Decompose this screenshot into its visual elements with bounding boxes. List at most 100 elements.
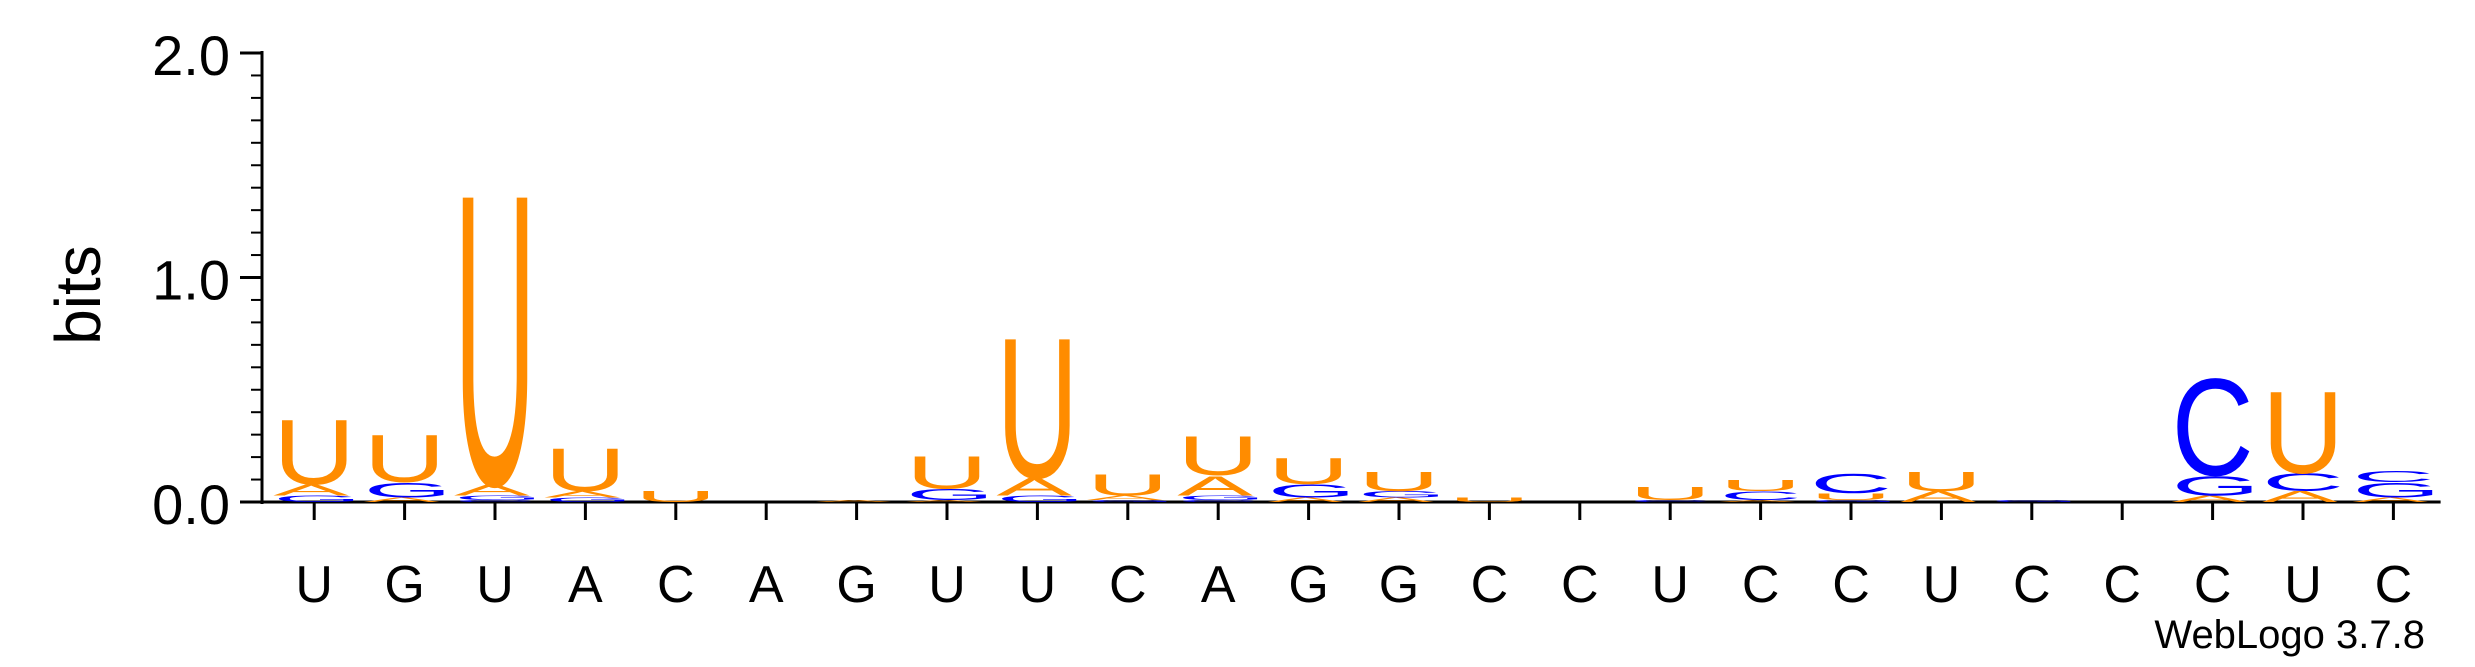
logo-glyph-G: G [996, 494, 1084, 504]
logo-glyph-U: U [1268, 451, 1350, 492]
logo-glyph-group: C [1810, 468, 1892, 499]
logo-glyph-group: G [1177, 494, 1265, 501]
credit-text: WebLogo 3.7.8 [2154, 613, 2425, 657]
logo-glyph-group: U [996, 296, 1078, 520]
logo-glyph-group: G [1087, 499, 1175, 502]
logo-glyph-U: U [1810, 491, 1892, 501]
x-tick-label: U [1651, 556, 1689, 614]
logo-glyph-group: U [1900, 466, 1982, 497]
logo-glyph-group: U [364, 420, 446, 496]
x-tick-label: G [1379, 556, 1419, 614]
logo-glyph-group: U [454, 107, 536, 572]
logo-glyph-group: A [1087, 494, 1163, 501]
logo-glyph-group: A [364, 496, 440, 503]
logo-glyph-group: U [1720, 477, 1802, 494]
logo-glyph-group: G [1358, 489, 1446, 499]
logo-glyph-A: A [1268, 496, 1344, 503]
logo-glyph-A: A [454, 482, 530, 499]
logo-glyph-group: U [1358, 466, 1440, 497]
logo-glyph-U: U [454, 107, 536, 572]
logo-glyph-group: A [1177, 470, 1253, 501]
logo-glyph-G: G [454, 494, 542, 501]
logo-glyph-group: C [2262, 469, 2344, 496]
logo-glyph-group: A [2172, 494, 2248, 504]
x-tick-label: C [2194, 556, 2232, 614]
logo-glyph-group: G [1810, 499, 1898, 502]
logo-glyph-A: A [1358, 496, 1434, 503]
x-tick-label: U [476, 556, 514, 614]
logo-glyph-group: U [1448, 496, 1530, 503]
logo-glyph-U: U [1448, 496, 1530, 503]
logo-glyph-C: C [2172, 349, 2254, 504]
logo-glyph-group: U [1177, 425, 1259, 487]
logo-glyph-G: G [1177, 494, 1265, 501]
logo-glyph-C: C [454, 499, 536, 502]
logo-glyph-U: U [635, 488, 717, 505]
x-tick-label: U [1019, 556, 1057, 614]
logo-glyph-group: U [1268, 451, 1350, 492]
logo-glyph-group: G [544, 496, 632, 503]
logo-glyph-group: A [816, 499, 892, 502]
x-tick-label: U [1923, 556, 1961, 614]
x-tick-label: C [2375, 556, 2413, 614]
logo-glyph-U: U [1087, 467, 1169, 501]
logo-glyph-U: U [996, 296, 1078, 520]
logo-glyph-A: A [1177, 470, 1253, 501]
logo-glyph-G: G [906, 486, 994, 503]
logo-glyph-U: U [544, 435, 626, 504]
logo-glyph-group: G [2352, 478, 2440, 502]
logo-glyph-group: G [906, 486, 994, 503]
logo-glyph-U: U [1177, 425, 1259, 487]
logo-glyph-group: A [1720, 499, 1796, 502]
logo-glyph-group: U [273, 400, 355, 504]
logo-glyph-U: U [1358, 466, 1440, 497]
logo-glyph-G: G [273, 494, 361, 504]
x-tick-label: C [1832, 556, 1870, 614]
logo-glyph-A: A [2262, 488, 2338, 505]
logo-glyph-A: A [544, 489, 620, 499]
logo-glyph-group: G [1268, 481, 1356, 502]
logo-glyph-A: A [1900, 488, 1976, 505]
y-tick-label: 2.0 [152, 24, 230, 87]
x-tick-label: C [2103, 556, 2141, 614]
logo-glyph-A: A [2172, 494, 2248, 504]
x-tick-label: U [295, 556, 333, 614]
logo-glyph-group: G [454, 494, 542, 501]
x-tick-label: G [1288, 556, 1328, 614]
logo-glyph-group: U [906, 447, 988, 498]
x-tick-label: C [657, 556, 695, 614]
logo-glyph-group: A [273, 482, 349, 499]
logo-glyph-group: C [454, 499, 536, 502]
logo-glyph-group: A [2262, 488, 2338, 505]
x-tick-label: U [2284, 556, 2322, 614]
logo-glyph-C: C [1177, 499, 1259, 502]
logo-glyph-group: A [1268, 496, 1344, 503]
logo-glyph-U: U [906, 447, 988, 498]
logo-glyph-group: A [2352, 496, 2428, 503]
logo-glyph-U: U [1629, 483, 1711, 504]
logo-glyph-A: A [816, 499, 892, 502]
logo-glyph-group: C [2352, 468, 2434, 485]
x-tick-label: U [928, 556, 966, 614]
logo-glyph-G: G [1087, 499, 1175, 502]
x-tick-label: C [1109, 556, 1147, 614]
logo-glyph-C: C [1629, 499, 1711, 502]
logo-glyph-A: A [2352, 496, 2428, 503]
logo-glyph-group: G [364, 478, 452, 502]
logo-glyph-group: U [1629, 483, 1711, 504]
logo-glyph-group: G [273, 494, 361, 504]
logo-glyph-U: U [364, 420, 446, 496]
logo-glyph-G: G [1810, 499, 1898, 502]
logo-glyph-group: A [1900, 488, 1976, 505]
x-tick-label: C [1471, 556, 1509, 614]
logo-glyph-group: C [1629, 499, 1711, 502]
logo-glyph-C: C [1810, 468, 1892, 499]
logo-glyph-group: C [2172, 349, 2254, 504]
logo-glyph-U: U [1900, 466, 1982, 497]
logo-glyph-U: U [2262, 368, 2344, 498]
y-tick-label: 0.0 [152, 473, 230, 536]
logo-glyph-group: U [635, 488, 717, 505]
logo-glyph-group: C [1177, 499, 1259, 502]
